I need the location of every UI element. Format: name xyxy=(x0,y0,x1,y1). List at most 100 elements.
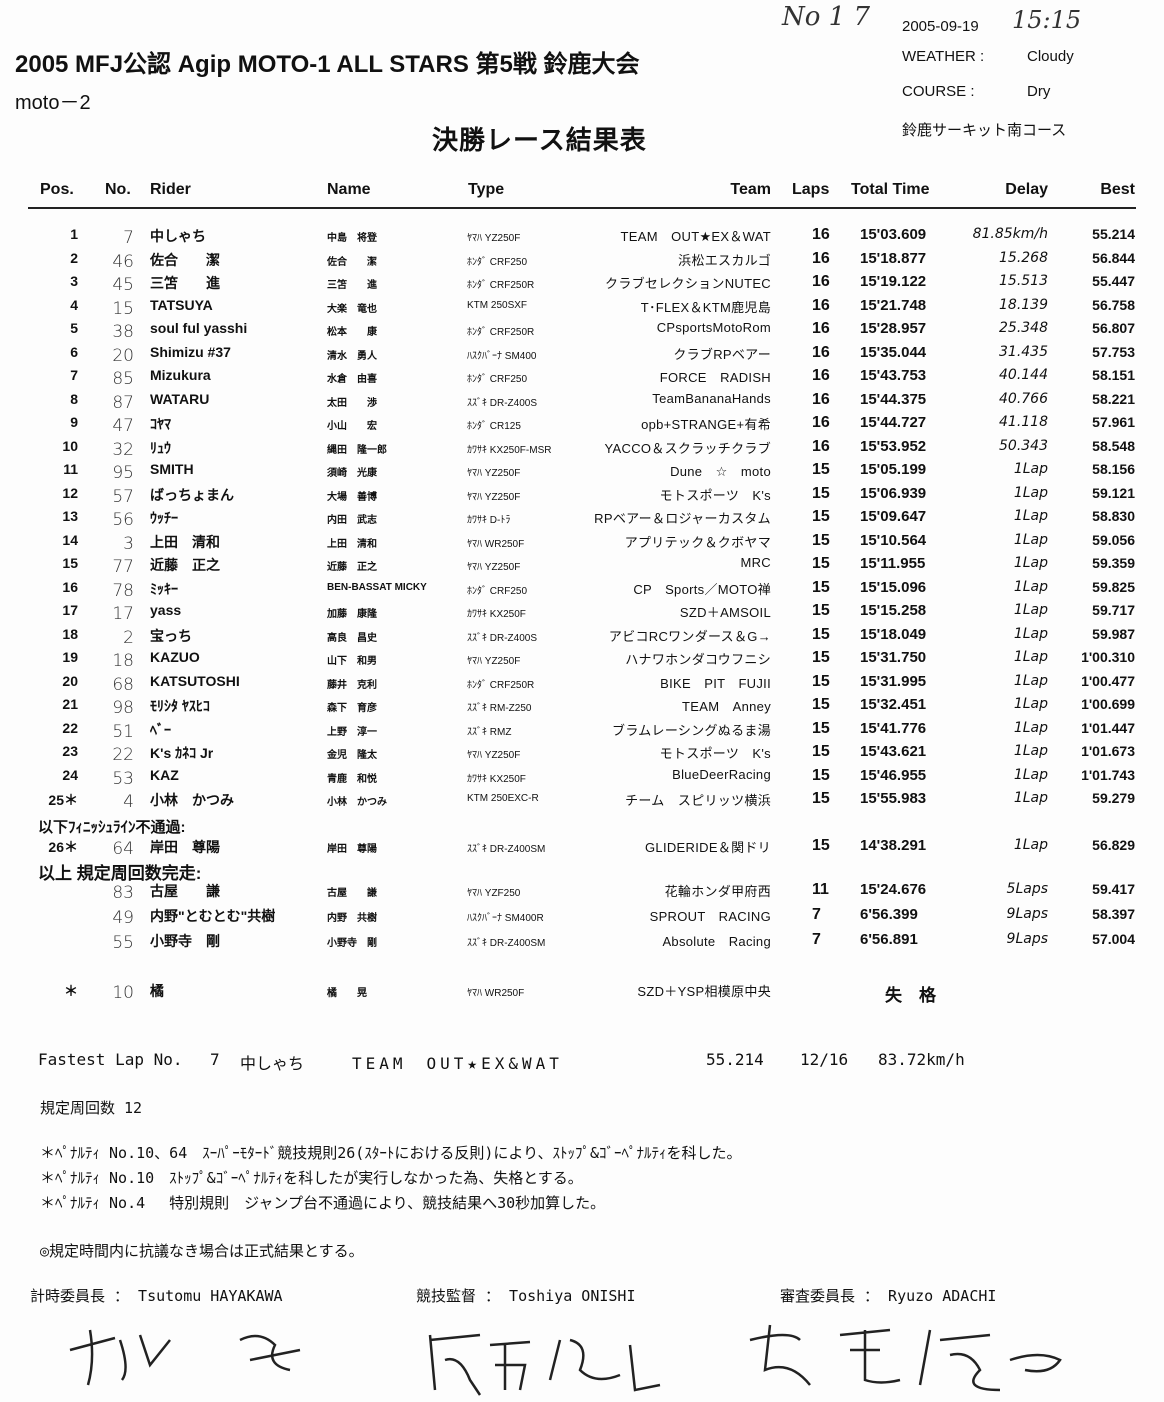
cell-type: ｽｽﾞｷ DR-Z400S xyxy=(467,632,538,644)
cell-laps: 16 xyxy=(812,320,830,337)
cell-rider: ﾍﾞｰ xyxy=(150,721,171,738)
cell-laps: 15 xyxy=(812,719,830,737)
cell-delay: 18.139 xyxy=(999,296,1048,313)
cell-team: SPROUT RACING xyxy=(649,909,771,924)
cell-rider: 近藤 正之 xyxy=(150,557,220,573)
cell-no: 64 xyxy=(112,839,134,859)
cell-type: ﾎﾝﾀﾞ CRF250R xyxy=(467,327,535,338)
cell-name: 藤井 克利 xyxy=(327,679,377,691)
cell-no: 87 xyxy=(112,392,134,413)
protest-note: ◎規定時間内に抗議なき場合は正式結果とする。 xyxy=(40,1242,364,1260)
cell-team: SZD＋YSP相模原中央 xyxy=(637,984,771,999)
cell-total: 15'55.983 xyxy=(860,790,927,807)
cell-name: 小林 かつみ xyxy=(327,797,387,808)
col-delay: Delay xyxy=(1005,181,1048,198)
cell-laps: 15 xyxy=(812,602,830,619)
cell-type: ﾔﾏﾊ WR250F xyxy=(467,988,525,999)
not-finish-row: 26＊ 64 岸田 尊陽 岸田 尊陽 ｽｽﾞｷ DR-Z400SM GLIDERIDE＆関… xyxy=(0,837,1164,859)
cell-delay: 1Lap xyxy=(1013,625,1048,642)
cell-name: 岸田 尊陽 xyxy=(327,844,377,855)
cell-pos: 25＊ xyxy=(48,792,78,808)
cell-delay: 5Laps xyxy=(1006,881,1048,897)
cell-best: 56.807 xyxy=(1092,320,1135,336)
cell-type: ｽｽﾞｷ DR-Z400S xyxy=(467,397,538,409)
cell-team: 浜松エスカルゴ xyxy=(678,252,771,268)
cell-total: 15'35.044 xyxy=(860,343,927,361)
cell-team: モトスポーツ K's xyxy=(659,746,771,761)
cell-type: ﾔﾏﾊ YZF250 xyxy=(467,888,521,899)
cell-best: 56.829 xyxy=(1092,837,1135,853)
cell-no: 22 xyxy=(112,745,134,765)
cell-total: 15'06.939 xyxy=(860,484,927,502)
course-value: Dry xyxy=(1027,83,1051,100)
cell-best: 59.825 xyxy=(1092,578,1135,595)
cell-team: Absolute Racing xyxy=(662,934,771,949)
result-row: 17 17 yass 加藤 康隆 ｶﾜｻｷ KX250F SZD＋AMSOIL 15 15'1… xyxy=(0,602,1164,624)
cell-name: 中島 将登 xyxy=(327,233,377,244)
cell-team: CPsportsMotoRom xyxy=(656,320,771,335)
cell-no: 68 xyxy=(112,674,134,695)
result-row: 16 78 ﾐｯｷｰ BEN-BASSAT MICKY ﾎﾝﾀﾞ CRF250 CP Sp… xyxy=(0,579,1164,601)
penalty-note-3: ＊ﾍﾟﾅﾙﾃｨ No.4 特別規則 ジャンプ台不通過により、競技結果へ30秒加算… xyxy=(40,1194,606,1212)
cell-rider: soul ful yasshi xyxy=(150,320,248,336)
cell-team: ハナワホンダコウフニシ xyxy=(625,652,771,667)
cell-type: ﾔﾏﾊ YZ250F xyxy=(467,656,521,667)
cell-laps: 16 xyxy=(812,273,830,290)
cell-rider: 橘 xyxy=(150,983,164,999)
cell-type: ﾔﾏﾊ YZ250F xyxy=(467,750,521,761)
cell-team: BlueDeerRacing xyxy=(672,766,771,782)
signature-clerk xyxy=(428,1333,661,1396)
cell-delay: 50.343 xyxy=(999,437,1048,454)
result-row: 1 7 中しゃち 中島 将登 ﾔﾏﾊ YZ250F TEAM OUT★EX＆WAT 16 15… xyxy=(0,226,1164,248)
cell-type: ﾔﾏﾊ YZ250F xyxy=(467,562,521,573)
result-row: 9 47 ｺﾔﾏ 小山 宏 ﾎﾝﾀﾞ CR125 opb+STRANGE+有希 16 15'4… xyxy=(0,414,1164,436)
cell-name: 佐合 潔 xyxy=(327,256,377,268)
cell-total: 6'56.399 xyxy=(860,906,918,923)
cell-no: 77 xyxy=(112,557,134,577)
cell-delay: 1Lap xyxy=(1013,766,1048,783)
cell-delay: 31.435 xyxy=(999,343,1048,360)
cell-pos: 3 xyxy=(70,273,78,289)
cell-laps: 16 xyxy=(812,414,830,431)
cell-name: 金児 隆太 xyxy=(327,750,377,761)
official-timekeeper: 計時委員長 ： Tsutomu HAYAKAWA xyxy=(30,1287,283,1305)
cell-total: 15'10.564 xyxy=(860,531,927,549)
cell-pos: 6 xyxy=(70,343,78,360)
cell-pos: 20 xyxy=(62,672,78,689)
cell-laps: 15 xyxy=(812,578,830,596)
cell-team: YACCO＆スクラッチクラブ xyxy=(604,440,771,456)
cell-team: Dune ☆ moto xyxy=(670,464,771,479)
cell-type: ｶﾜｻｷ KX250F xyxy=(467,609,526,620)
penalty-note-1: ＊ﾍﾟﾅﾙﾃｨ No.10、64 ｽｰﾊﾟｰﾓﾀｰﾄﾞ競技規則26(ｽﾀｰﾄにお… xyxy=(40,1144,742,1162)
cell-no: 85 xyxy=(112,369,134,389)
cell-type: ﾊｽｸﾊﾞｰﾅ SM400 xyxy=(467,350,537,362)
cell-delay: 41.118 xyxy=(999,414,1048,430)
cell-rider: KATSUTOSHI xyxy=(150,672,240,689)
result-row: 21 98 ﾓﾘｼﾀ ﾔｽﾋｺ 森下 育彦 ｽｽﾞｷ RM-Z250 TEAM Anney… xyxy=(0,696,1164,718)
cell-type: ｶﾜｻｷ KX250F-MSR xyxy=(467,444,552,456)
cell-rider: KAZUO xyxy=(150,649,200,665)
cell-type: ｶﾜｻｷ KX250F xyxy=(467,773,526,785)
result-row: 25＊ 4 小林 かつみ 小林 かつみ KTM 250EXC-R チーム スピリッツ横浜 1… xyxy=(0,790,1164,812)
fastest-lap-label: Fastest Lap No. xyxy=(38,1050,183,1069)
cell-laps: 15 xyxy=(812,508,830,525)
cell-best: 58.221 xyxy=(1092,390,1135,407)
cell-name: 縄田 隆一郎 xyxy=(327,444,387,456)
cell-rider: KAZ xyxy=(150,766,179,783)
cell-no: 45 xyxy=(112,275,134,295)
cell-delay: 81.85km/h xyxy=(972,226,1048,242)
cell-pos: 10 xyxy=(62,437,78,454)
cell-name: 水倉 由喜 xyxy=(327,374,377,385)
cell-delay: 15.513 xyxy=(999,273,1048,289)
cell-no: 3 xyxy=(123,533,134,554)
cell-name: 清水 勇人 xyxy=(327,350,377,362)
cell-total: 6'56.891 xyxy=(860,931,918,948)
result-row: 6 20 Shimizu #37 清水 勇人 ﾊｽｸﾊﾞｰﾅ SM400 クラブRPベアー… xyxy=(0,344,1164,366)
cell-pos: 21 xyxy=(62,696,78,712)
cell-team: BIKE PIT FUJII xyxy=(660,675,771,691)
result-row: 8 87 WATARU 太田 渉 ｽｽﾞｷ DR-Z400S TeamBananaHand… xyxy=(0,391,1164,413)
cell-no: 2 xyxy=(123,627,134,648)
incomplete-row: 55 小野寺 剛 小野寺 剛 ｽｽﾞｷ DR-Z400SM Absolute Racin… xyxy=(0,931,1164,953)
cell-name: 近藤 正之 xyxy=(327,562,377,573)
cell-pos: 9 xyxy=(70,414,78,430)
